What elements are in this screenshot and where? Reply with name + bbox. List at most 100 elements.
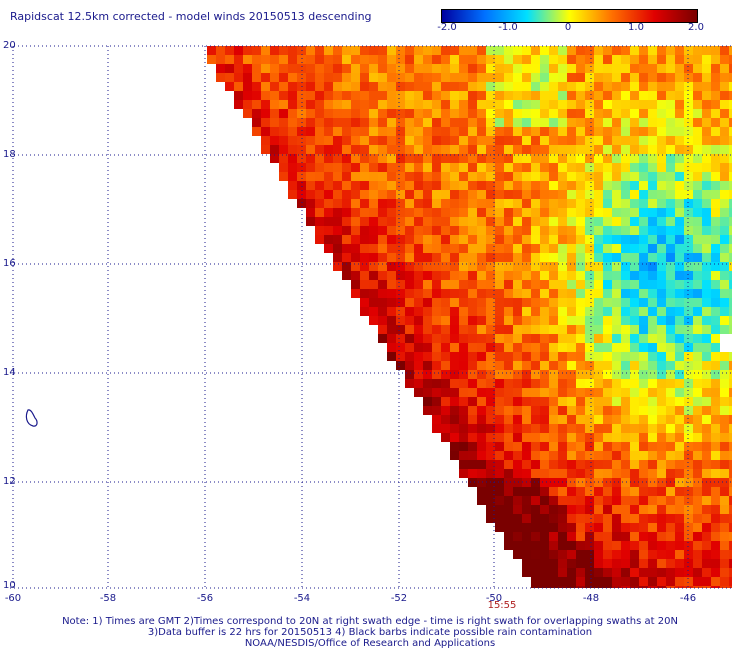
wind-cell: [405, 208, 414, 217]
wind-cell: [414, 91, 423, 100]
wind-cell: [603, 586, 612, 588]
wind-cell: [369, 208, 378, 217]
wind-cell: [576, 154, 585, 163]
wind-cell: [450, 118, 459, 127]
note-line: 3)Data buffer is 22 hrs for 20150513 4) …: [147, 627, 593, 638]
wind-cell: [495, 163, 504, 172]
wind-cell: [486, 235, 495, 244]
wind-cell: [432, 172, 441, 181]
wind-cell: [621, 487, 630, 496]
wind-cell: [459, 388, 468, 397]
wind-cell: [693, 388, 702, 397]
wind-cell: [234, 91, 243, 100]
wind-cell: [675, 325, 684, 334]
wind-cell: [567, 523, 576, 532]
wind-cell: [252, 82, 261, 91]
wind-cell: [531, 217, 540, 226]
wind-cell: [351, 172, 360, 181]
wind-cell: [639, 226, 648, 235]
wind-cell: [558, 244, 567, 253]
wind-cell: [558, 388, 567, 397]
wind-cell: [513, 433, 522, 442]
wind-cell: [585, 262, 594, 271]
wind-cell: [459, 145, 468, 154]
wind-cell: [648, 244, 657, 253]
wind-cell: [450, 289, 459, 298]
wind-cell: [675, 298, 684, 307]
wind-cell: [378, 100, 387, 109]
wind-cell: [666, 109, 675, 118]
wind-cell: [567, 334, 576, 343]
wind-cell: [702, 208, 711, 217]
wind-cell: [531, 388, 540, 397]
wind-cell: [396, 280, 405, 289]
wind-cell: [567, 100, 576, 109]
wind-cell: [612, 487, 621, 496]
wind-cell: [621, 298, 630, 307]
wind-cell: [729, 487, 732, 496]
wind-cell: [567, 46, 576, 55]
wind-cell: [450, 127, 459, 136]
wind-cell: [405, 226, 414, 235]
wind-cell: [648, 451, 657, 460]
wind-cell: [270, 127, 279, 136]
wind-cell: [549, 280, 558, 289]
wind-cell: [342, 55, 351, 64]
wind-cell: [594, 55, 603, 64]
wind-cell: [522, 208, 531, 217]
wind-cell: [585, 451, 594, 460]
wind-cell: [684, 568, 693, 577]
wind-cell: [702, 127, 711, 136]
wind-cell: [711, 568, 720, 577]
wind-cell: [648, 163, 657, 172]
wind-cell: [396, 217, 405, 226]
wind-cell: [504, 469, 513, 478]
wind-cell: [513, 352, 522, 361]
wind-cell: [666, 397, 675, 406]
wind-cell: [666, 541, 675, 550]
wind-cell: [270, 64, 279, 73]
wind-cell: [603, 334, 612, 343]
wind-cell: [558, 145, 567, 154]
wind-cell: [441, 352, 450, 361]
wind-cell: [585, 568, 594, 577]
wind-cell: [729, 55, 732, 64]
wind-cell: [387, 145, 396, 154]
wind-cell: [342, 154, 351, 163]
wind-cell: [531, 586, 540, 588]
wind-cell: [558, 550, 567, 559]
wind-cell: [693, 163, 702, 172]
wind-cell: [585, 514, 594, 523]
wind-cell: [603, 469, 612, 478]
wind-cell: [558, 325, 567, 334]
wind-cell: [567, 397, 576, 406]
wind-cell: [720, 298, 729, 307]
wind-cell: [711, 559, 720, 568]
wind-cell: [693, 253, 702, 262]
wind-cell: [486, 370, 495, 379]
wind-cell: [630, 415, 639, 424]
wind-cell: [612, 46, 621, 55]
wind-cell: [477, 244, 486, 253]
wind-cell: [405, 217, 414, 226]
wind-cell: [441, 163, 450, 172]
wind-cell: [603, 253, 612, 262]
wind-cell: [603, 352, 612, 361]
wind-cell: [720, 307, 729, 316]
wind-cell: [495, 460, 504, 469]
wind-cell: [540, 172, 549, 181]
wind-cell: [567, 235, 576, 244]
wind-cell: [414, 217, 423, 226]
wind-cell: [558, 208, 567, 217]
wind-cell: [567, 262, 576, 271]
wind-cell: [567, 154, 576, 163]
wind-cell: [513, 307, 522, 316]
wind-cell: [504, 541, 513, 550]
wind-cell: [441, 253, 450, 262]
wind-cell: [504, 136, 513, 145]
wind-cell: [315, 118, 324, 127]
wind-cell: [666, 424, 675, 433]
wind-cell: [261, 73, 270, 82]
wind-cell: [531, 361, 540, 370]
wind-cell: [495, 370, 504, 379]
